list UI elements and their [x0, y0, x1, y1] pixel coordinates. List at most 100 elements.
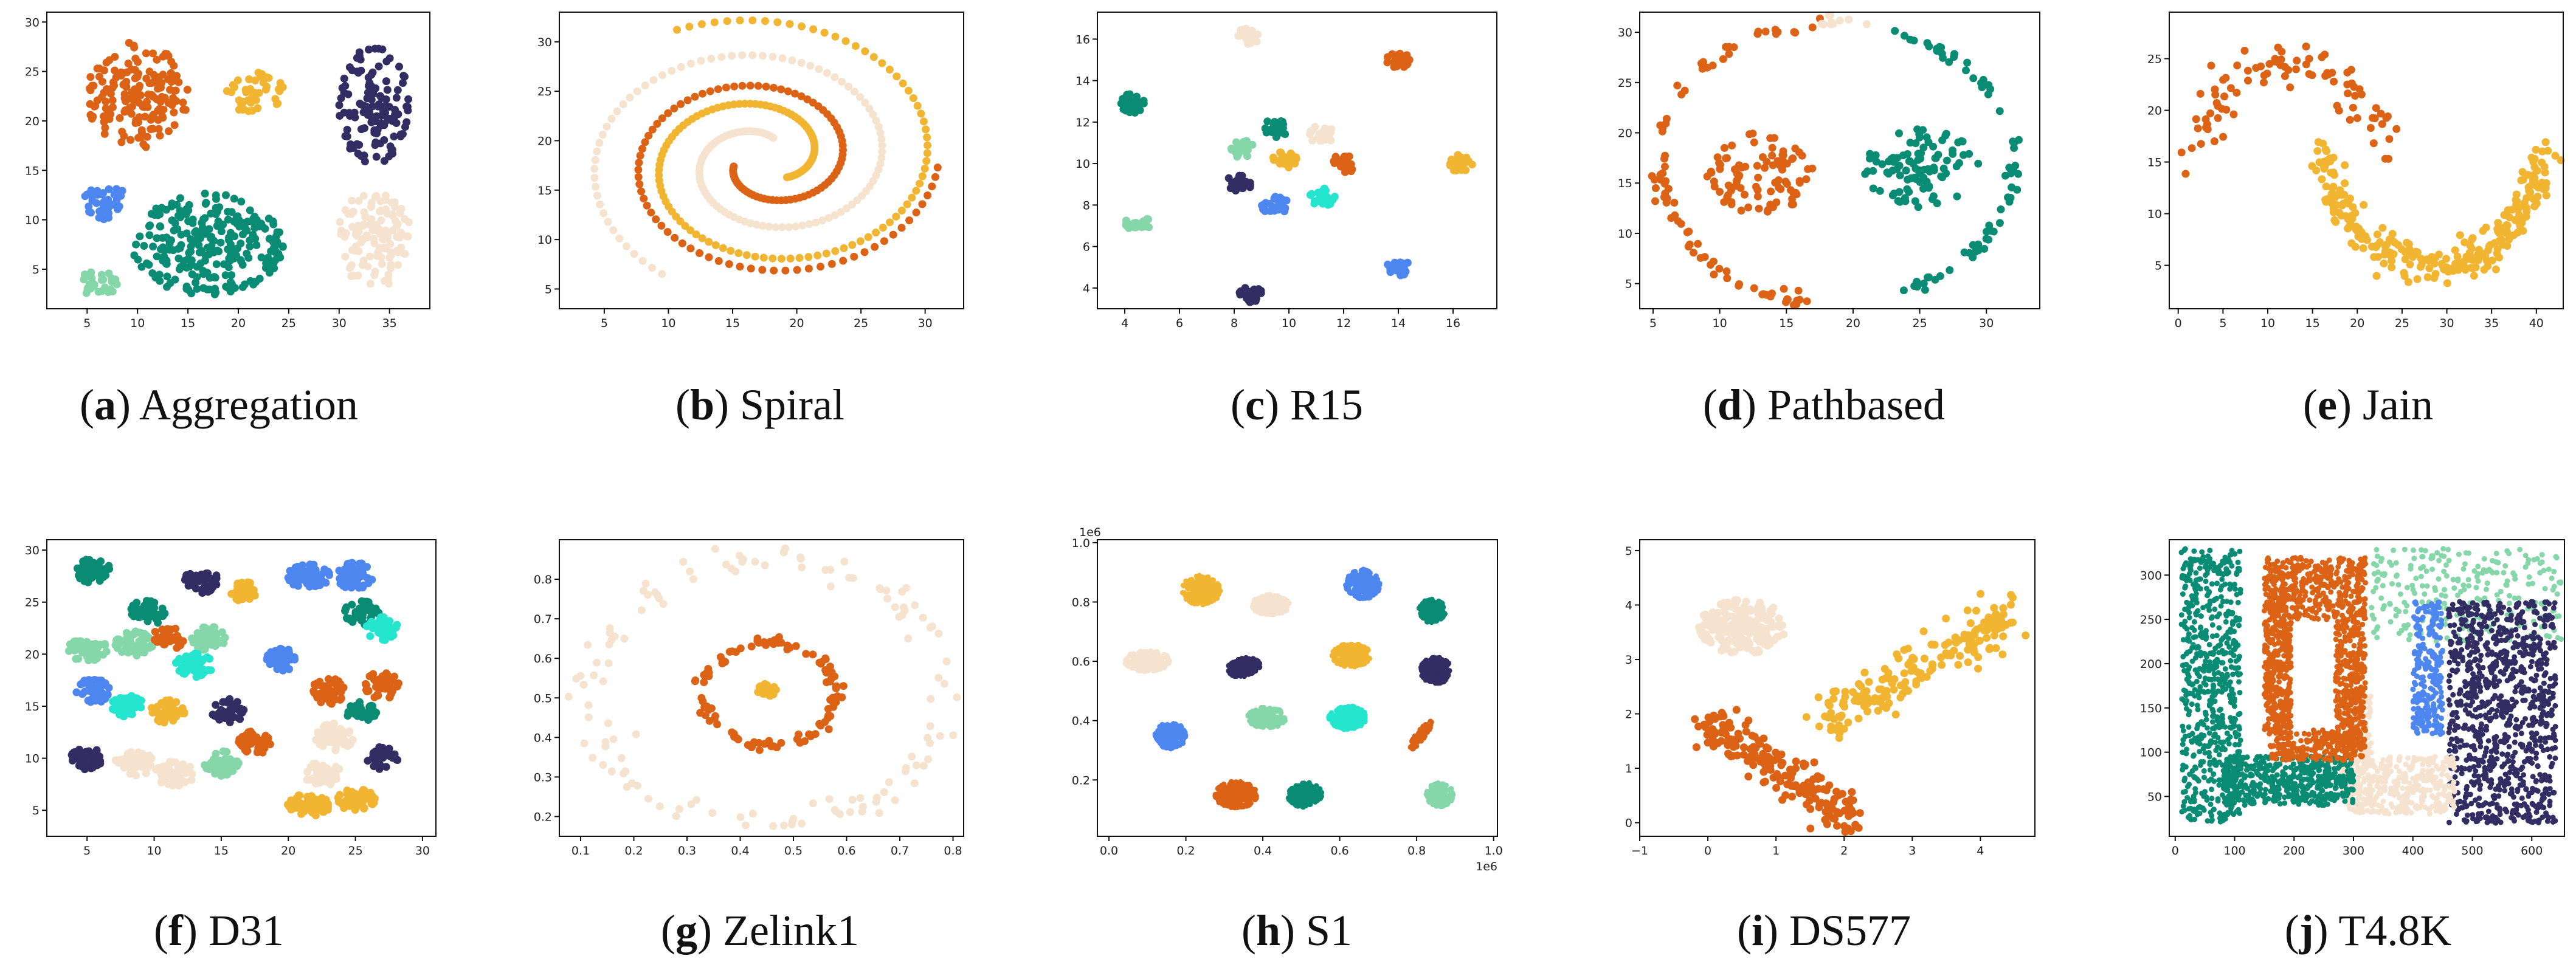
point [1269, 607, 1275, 613]
point [1995, 219, 2004, 227]
y-tick-label: 25 [25, 66, 40, 79]
point [323, 805, 332, 814]
point [1953, 192, 1961, 201]
point [1710, 270, 1718, 279]
point [223, 748, 231, 756]
point [78, 648, 86, 657]
cluster-b-2 [655, 16, 932, 263]
point [1311, 123, 1319, 131]
point [370, 226, 379, 235]
point [125, 39, 133, 47]
point [372, 153, 381, 161]
point [85, 556, 94, 564]
point [319, 774, 327, 782]
point [198, 656, 207, 664]
point [395, 63, 403, 71]
point [224, 712, 232, 720]
point [375, 62, 383, 71]
point [193, 672, 202, 681]
point [825, 795, 834, 803]
point [849, 574, 857, 582]
y-tick-label: 10 [1618, 227, 1632, 241]
point [153, 252, 161, 261]
point [392, 119, 401, 127]
points-a [80, 39, 413, 298]
y-tick-label: 4 [1083, 282, 1090, 295]
point [765, 222, 773, 231]
point [294, 582, 302, 590]
point [376, 92, 384, 100]
point [2372, 272, 2381, 280]
point [1124, 101, 1133, 110]
point [883, 594, 891, 603]
point [875, 584, 884, 593]
point [353, 571, 362, 580]
point [166, 279, 174, 287]
point [1949, 150, 1957, 158]
cluster-b-1 [590, 51, 886, 278]
x-tick-label: 30 [332, 317, 347, 330]
x-tick-label: 14 [1391, 317, 1406, 330]
point [2530, 202, 2539, 210]
point [714, 85, 722, 94]
point [2385, 135, 2394, 143]
y-tick-label: 25 [25, 596, 40, 610]
point [120, 80, 128, 88]
point [1661, 151, 1670, 160]
point [345, 727, 354, 735]
point [1792, 190, 1801, 199]
point [238, 283, 247, 291]
point [874, 123, 883, 131]
point [805, 220, 813, 229]
y-tick-label: 20 [1618, 127, 1632, 140]
caption-label: a [94, 380, 116, 429]
point [820, 29, 829, 37]
point [595, 139, 604, 147]
point [860, 248, 869, 256]
point [728, 52, 736, 60]
point [738, 81, 747, 90]
point [1670, 199, 1679, 207]
point [86, 73, 95, 81]
cluster-a-5 [336, 191, 413, 288]
point [128, 647, 136, 655]
y-tick-label: 14 [1076, 75, 1090, 88]
point [917, 109, 925, 118]
point [171, 86, 180, 95]
point [871, 243, 879, 251]
point [1205, 582, 1211, 588]
point [1133, 221, 1141, 229]
point [1694, 239, 1702, 248]
point [255, 745, 264, 753]
point [777, 255, 786, 263]
point [1750, 138, 1758, 146]
point [686, 226, 694, 235]
y-tick-label: 10 [1076, 157, 1090, 171]
point [120, 760, 128, 768]
point [121, 106, 129, 114]
point [824, 704, 832, 713]
point [910, 779, 919, 788]
point [348, 563, 356, 571]
point [617, 754, 626, 762]
point [768, 254, 777, 263]
point [225, 233, 233, 242]
point [394, 261, 402, 269]
point [2357, 232, 2365, 240]
point [136, 232, 144, 241]
point [916, 179, 924, 188]
point [2525, 187, 2533, 195]
point [201, 190, 209, 198]
point [2292, 65, 2300, 74]
point [163, 50, 171, 58]
point [283, 652, 291, 660]
point [735, 551, 744, 560]
point [876, 129, 885, 137]
cluster-f-11 [188, 623, 229, 654]
point [815, 720, 824, 728]
point [652, 215, 660, 224]
point [122, 628, 131, 637]
x-tick-label: 0.7 [891, 844, 909, 858]
point [886, 218, 894, 227]
